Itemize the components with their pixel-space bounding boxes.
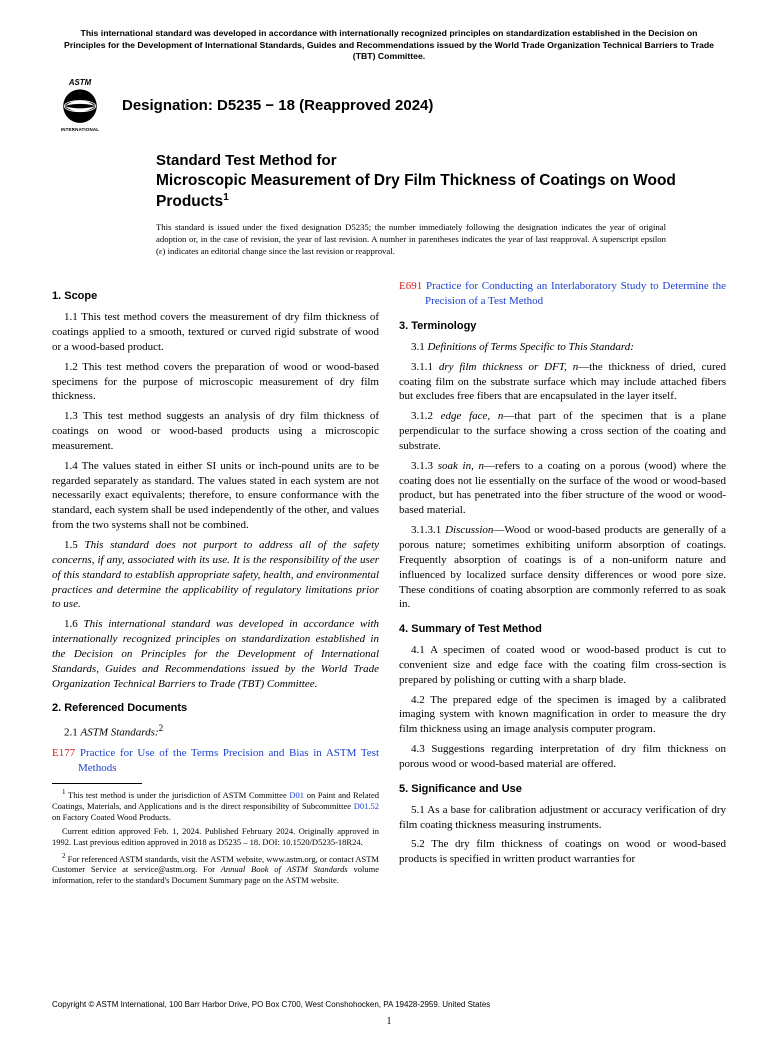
para: 4.2 The prepared edge of the specimen is… <box>399 693 726 738</box>
para: 4.3 Suggestions regarding interpretation… <box>399 742 726 772</box>
para: 4.1 A specimen of coated wood or wood-ba… <box>399 643 726 688</box>
para: 2.1 ASTM Standards:2 <box>52 722 379 741</box>
section-head-summary: 4. Summary of Test Method <box>399 622 726 637</box>
footnote: 2 For referenced ASTM standards, visit t… <box>52 852 379 887</box>
ref-link[interactable]: Practice for Conducting an Interlaborato… <box>422 280 726 307</box>
column-right: E691 Practice for Conducting an Interlab… <box>399 279 726 889</box>
section-head-refdocs: 2. Referenced Documents <box>52 701 379 716</box>
para: 3.1.1 dry film thickness or DFT, n—the t… <box>399 360 726 405</box>
ref-entry: E177 Practice for Use of the Terms Preci… <box>52 746 379 776</box>
title-main: Microscopic Measurement of Dry Film Thic… <box>156 171 686 212</box>
section-head-significance: 5. Significance and Use <box>399 782 726 797</box>
ref-link[interactable]: D01.52 <box>354 801 379 811</box>
header-row: ASTM INTERNATIONAL Designation: D5235 − … <box>52 77 726 133</box>
para: 3.1.3.1 Discussion—Wood or wood-based pr… <box>399 523 726 612</box>
para: 5.1 As a base for calibration adjustment… <box>399 803 726 833</box>
designation: Designation: D5235 − 18 (Reapproved 2024… <box>122 97 433 114</box>
para: 1.3 This test method suggests an analysi… <box>52 409 379 454</box>
para: 1.2 This test method covers the preparat… <box>52 360 379 405</box>
astm-logo: ASTM INTERNATIONAL <box>52 77 108 133</box>
ref-entry: E691 Practice for Conducting an Interlab… <box>399 279 726 309</box>
footnote: 1 This test method is under the jurisdic… <box>52 788 379 823</box>
para: 5.2 The dry film thickness of coatings o… <box>399 837 726 867</box>
footnote: Current edition approved Feb. 1, 2024. P… <box>52 826 379 848</box>
ref-link[interactable]: D01 <box>289 790 304 800</box>
svg-text:ASTM: ASTM <box>68 78 92 87</box>
para: 1.4 The values stated in either SI units… <box>52 459 379 533</box>
para: 3.1.3 soak in, n—refers to a coating on … <box>399 459 726 518</box>
copyright-line: Copyright © ASTM International, 100 Barr… <box>52 1000 490 1009</box>
page-number: 1 <box>0 1016 778 1027</box>
ref-link[interactable]: Practice for Use of the Terms Precision … <box>75 747 379 774</box>
title-prefix: Standard Test Method for <box>156 151 686 171</box>
top-notice: This international standard was develope… <box>59 28 719 63</box>
ref-code: E691 <box>399 280 422 292</box>
footnote-separator <box>52 783 142 784</box>
para: 1.1 This test method covers the measurem… <box>52 310 379 355</box>
para: 1.6 This international standard was deve… <box>52 617 379 691</box>
svg-text:INTERNATIONAL: INTERNATIONAL <box>61 127 99 132</box>
title-block: Standard Test Method for Microscopic Mea… <box>156 151 686 212</box>
section-head-terminology: 3. Terminology <box>399 319 726 334</box>
para: 3.1 Definitions of Terms Specific to Thi… <box>399 340 726 355</box>
para: 1.5 1.5 This standard does not purport t… <box>52 538 379 612</box>
issue-note: This standard is issued under the fixed … <box>156 222 666 257</box>
column-left: 1. Scope 1.1 This test method covers the… <box>52 279 379 889</box>
body-columns: 1. Scope 1.1 This test method covers the… <box>52 279 726 889</box>
section-head-scope: 1. Scope <box>52 289 379 304</box>
para: 3.1.2 edge face, n—that part of the spec… <box>399 409 726 454</box>
ref-code: E177 <box>52 747 75 759</box>
